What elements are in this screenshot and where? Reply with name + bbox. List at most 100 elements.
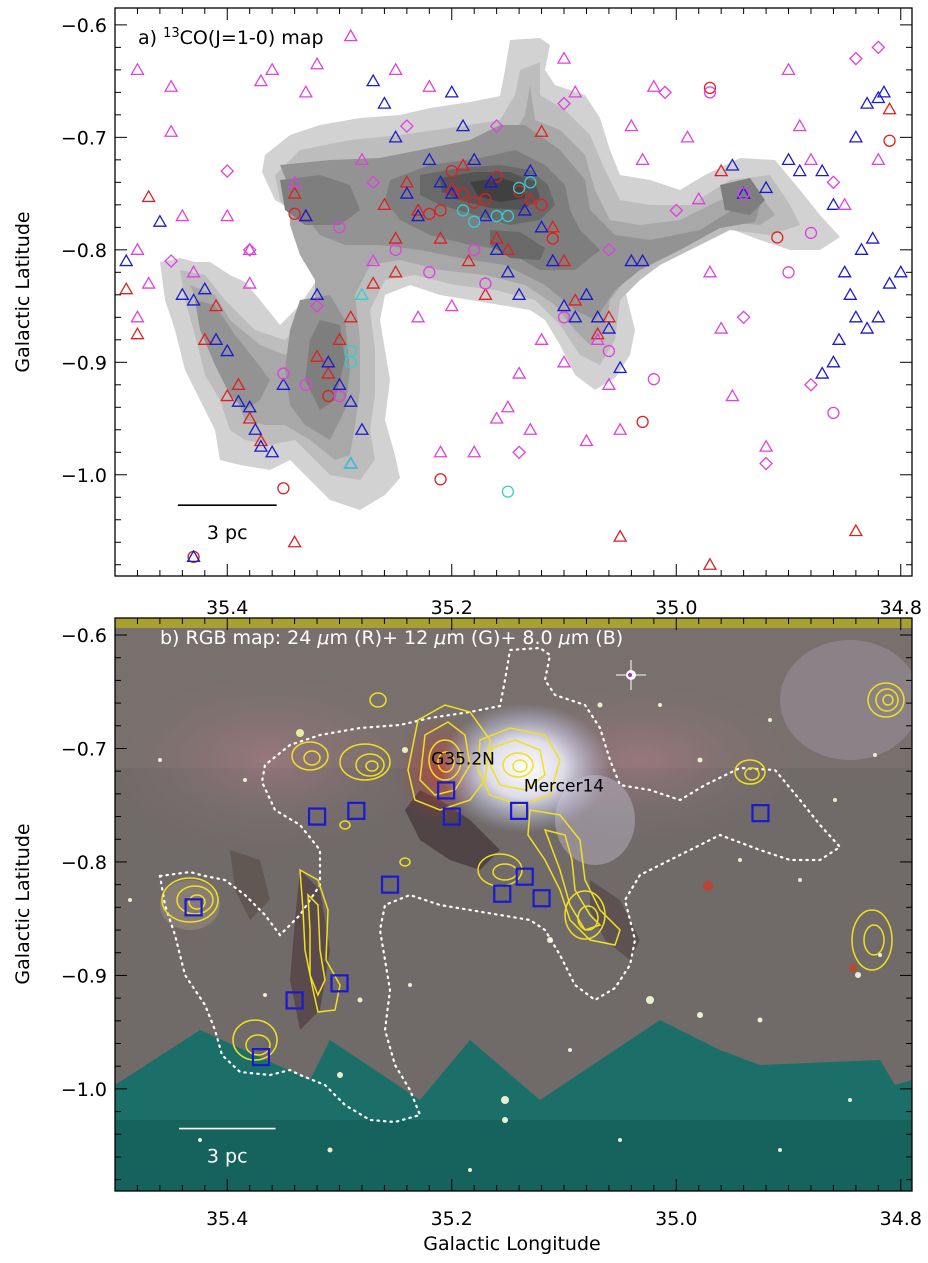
red-triangle-marker xyxy=(500,242,516,255)
y-tick-labels-b: −0.6 −0.7 −0.8 −0.9 −1.0 xyxy=(61,625,107,1101)
blue-triangle-marker xyxy=(635,253,650,267)
blue-triangle-marker xyxy=(253,439,269,452)
panel-a: 35.4 35.2 35.0 34.8 −0.6 −0.7 −0.8 −0.9 −1.0 Ga… xyxy=(12,7,922,619)
blue-triangle-marker xyxy=(366,73,381,87)
magenta-diamond-marker xyxy=(399,119,414,134)
blue-triangle-marker xyxy=(231,394,246,407)
magenta-diamond-marker xyxy=(242,242,257,257)
blue-square-marker xyxy=(493,884,512,903)
magenta-triangle-marker xyxy=(556,51,572,64)
blue-triangle-marker xyxy=(876,85,892,98)
red-triangle-marker xyxy=(568,293,583,306)
magenta-triangle-marker xyxy=(220,208,235,222)
magenta-diamond-marker xyxy=(557,96,571,111)
magenta-triangle-marker xyxy=(141,276,156,289)
red-triangle-marker xyxy=(197,332,212,345)
red-triangle-marker xyxy=(410,203,426,216)
blue-triangle-marker xyxy=(343,394,358,407)
red-circle-marker xyxy=(434,473,447,486)
magenta-circle-marker xyxy=(602,344,616,358)
red-triangle-marker xyxy=(287,186,302,199)
blue-square-marker xyxy=(751,804,770,823)
cyan-circle-marker xyxy=(501,209,515,223)
red-triangle-marker xyxy=(220,388,235,402)
blue-triangle-marker xyxy=(388,130,403,143)
magenta-triangle-marker xyxy=(422,79,437,92)
x-axis-title: Galactic Longitude xyxy=(423,1233,600,1255)
magenta-triangle-marker xyxy=(366,253,381,267)
magenta-triangle-marker xyxy=(680,130,695,143)
magenta-circle-marker xyxy=(827,406,840,420)
cyan-circle-marker xyxy=(456,204,470,217)
magenta-triangle-marker xyxy=(287,175,302,188)
magenta-diamond-marker xyxy=(220,164,235,179)
magenta-triangle-marker xyxy=(130,62,145,76)
blue-triangle-marker xyxy=(523,163,538,177)
magenta-triangle-marker xyxy=(635,152,650,165)
blue-triangle-marker xyxy=(601,321,617,334)
y-axis-title-b: Galactic Latitude xyxy=(12,823,34,984)
blue-triangle-marker xyxy=(321,354,336,368)
red-circle-marker xyxy=(468,196,481,209)
cyan-circle-marker xyxy=(344,344,357,358)
red-triangle-marker xyxy=(433,231,448,244)
blue-triangle-marker xyxy=(500,265,516,278)
magenta-diamond-marker xyxy=(512,445,527,460)
y-tick-label: −0.8 xyxy=(61,852,107,874)
magenta-triangle-marker xyxy=(444,298,459,312)
blue-square-marker xyxy=(532,889,551,908)
blue-triangle-marker xyxy=(444,85,459,98)
panel-b: 35.4 35.2 35.0 34.8 −0.6 −0.7 −0.8 −0.9 −1.0 Ga… xyxy=(12,617,922,1255)
blue-triangle-marker xyxy=(265,444,280,458)
magenta-triangle-marker xyxy=(590,332,605,345)
blue-triangle-marker xyxy=(781,152,796,165)
magenta-diamond-marker xyxy=(601,242,616,257)
y-tick-label: −0.8 xyxy=(61,240,107,262)
x-tick-labels-a: 35.4 35.2 35.0 34.8 xyxy=(206,597,922,619)
blue-square-marker xyxy=(347,801,366,820)
magenta-triangle-marker xyxy=(579,433,594,447)
blue-triangle-marker xyxy=(843,287,858,300)
blue-triangle-marker xyxy=(422,152,437,165)
blue-triangle-marker xyxy=(433,175,448,188)
red-triangle-marker xyxy=(141,189,156,203)
red-triangle-marker xyxy=(613,529,628,542)
red-circle-marker xyxy=(636,415,649,429)
blue-square-marker xyxy=(442,807,461,826)
blue-triangle-marker xyxy=(792,163,807,177)
magenta-triangle-marker xyxy=(253,73,269,87)
magenta-triangle-marker xyxy=(714,321,729,334)
red-triangle-marker xyxy=(287,534,302,548)
magenta-circle-marker xyxy=(423,266,436,279)
magenta-triangle-marker xyxy=(309,56,325,70)
blue-triangle-marker xyxy=(354,422,370,435)
blue-triangle-marker xyxy=(624,253,639,267)
magenta-diamond-marker xyxy=(310,299,324,313)
blue-triangle-marker xyxy=(377,96,392,109)
blue-triangle-marker xyxy=(837,265,852,278)
red-triangle-marker xyxy=(343,309,358,323)
red-triangle-marker xyxy=(253,433,269,447)
y-tick-label: −0.9 xyxy=(61,965,107,987)
magenta-triangle-marker xyxy=(164,124,179,137)
cyan-triangle-marker xyxy=(343,456,358,469)
blue-triangle-marker xyxy=(478,208,493,222)
source-label: G35.2N xyxy=(431,749,495,769)
source-label: Mercer14 xyxy=(524,777,604,797)
blue-triangle-marker xyxy=(854,242,869,255)
red-triangle-marker xyxy=(130,326,145,340)
red-circle-marker xyxy=(423,207,436,220)
x-tick-label: 35.4 xyxy=(206,597,248,619)
red-triangle-marker xyxy=(332,332,347,345)
red-triangle-marker xyxy=(119,281,134,295)
blue-triangle-marker xyxy=(332,377,347,390)
magenta-circle-marker xyxy=(389,243,402,256)
magenta-triangle-marker xyxy=(467,444,482,458)
blue-triangle-marker xyxy=(483,175,499,188)
blue-triangle-marker xyxy=(276,377,291,390)
co-outline-contour xyxy=(158,646,842,1124)
red-circle-marker xyxy=(883,134,896,147)
blue-triangle-marker xyxy=(826,354,841,368)
blue-triangle-marker xyxy=(242,399,257,413)
red-triangle-marker xyxy=(377,197,392,210)
